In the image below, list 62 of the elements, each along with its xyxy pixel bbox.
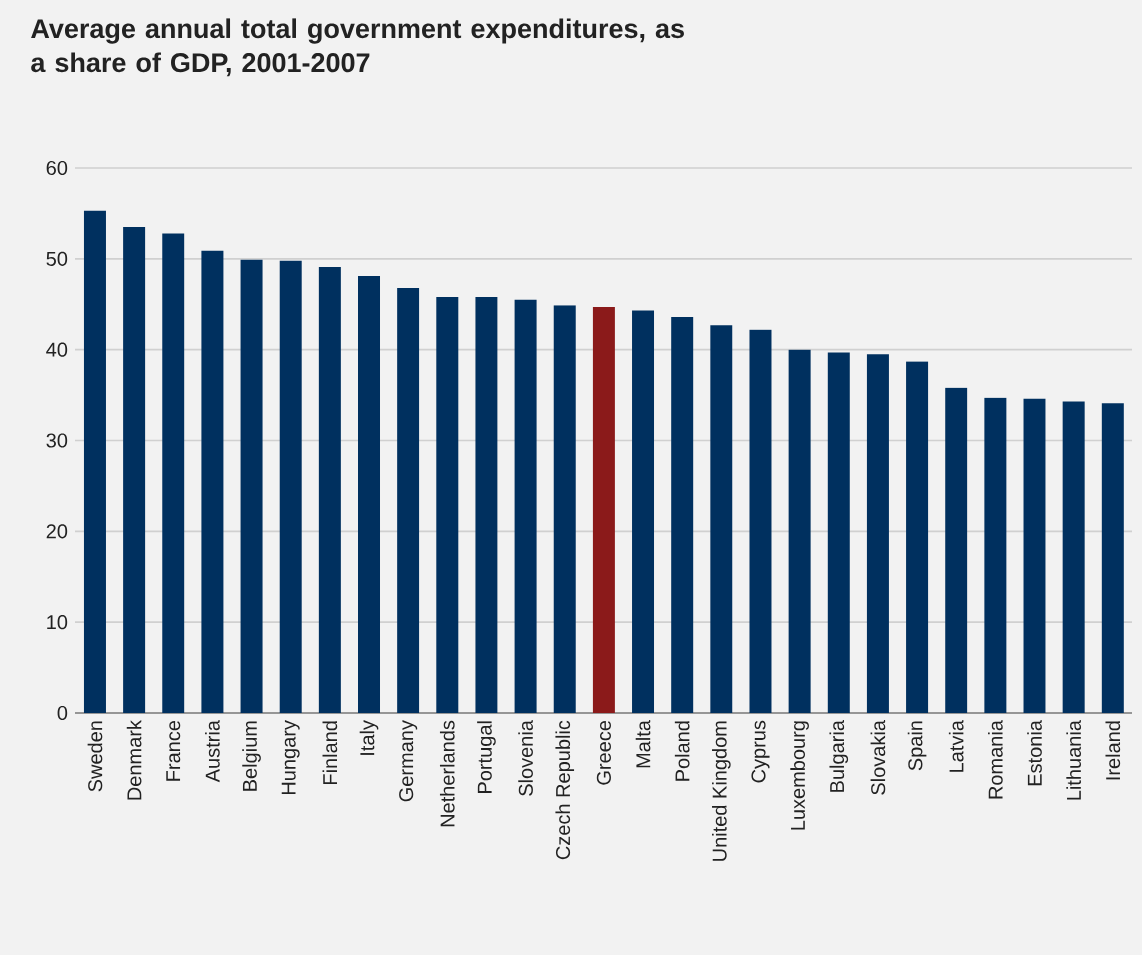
bar: [162, 233, 185, 713]
bar: [945, 387, 968, 713]
x-tick-label: Greece: [596, 720, 611, 785]
bar: [632, 310, 655, 713]
bar: [318, 267, 341, 713]
x-tick-label: Italy: [359, 720, 379, 755]
x-tick-label: Latvia: [948, 720, 964, 772]
x-tick-label: Hungary: [281, 720, 300, 795]
bar: [240, 259, 263, 713]
bar: [553, 305, 576, 713]
bar: [749, 329, 772, 713]
x-tick-label: Sweden: [87, 721, 103, 792]
bar: [83, 210, 106, 713]
bar: [1062, 401, 1085, 713]
bar: [671, 316, 694, 713]
x-tick-label: Austria: [205, 720, 220, 783]
bar: [397, 287, 420, 713]
x-tick-label: Spain: [907, 721, 927, 771]
x-tick-label: Poland: [674, 721, 690, 781]
bar: [592, 306, 615, 713]
chart-title: Average annual total government expenditures, as a share of GDP, 2001-2007: [31, 18, 684, 77]
bar: [906, 361, 929, 713]
x-tick-label: Denmark: [126, 720, 142, 800]
bar: [358, 276, 380, 713]
x-tick-label: Luxembourg: [790, 721, 809, 830]
bar: [788, 349, 811, 713]
x-tick-label: Slovenia: [518, 720, 533, 796]
x-tick-label: Netherlands: [439, 720, 455, 827]
bar: [201, 250, 224, 713]
bar: [1023, 398, 1046, 713]
y-tick-label: 60: [46, 160, 68, 176]
bar: [984, 397, 1007, 713]
bar: [514, 299, 537, 713]
bar: [279, 260, 302, 713]
y-tick-label: 0: [57, 705, 68, 721]
x-tick-label: Cyprus: [751, 720, 770, 783]
y-tick-label: 20: [46, 524, 68, 539]
y-tick-label: 30: [46, 433, 68, 448]
x-tick-label: Germany: [399, 720, 418, 802]
x-tick-label: United Kingdom: [712, 721, 731, 861]
bar: [123, 227, 146, 713]
bar: [866, 354, 889, 713]
y-tick-label: 50: [46, 251, 68, 266]
x-tick-label: Bulgaria: [829, 720, 849, 792]
x-tick-label: Slovakia: [870, 720, 886, 795]
x-tick-label: Finland: [322, 721, 338, 785]
x-tick-label: Lithuania: [1066, 720, 1081, 800]
x-tick-label: Portugal: [477, 721, 496, 793]
x-tick-label: Belgium: [242, 721, 261, 791]
bar: [710, 325, 733, 713]
bar: [1101, 403, 1124, 713]
x-tick-label: Romania: [988, 720, 1003, 799]
x-tick-label: France: [166, 720, 181, 781]
x-tick-label: Malta: [635, 720, 651, 768]
x-tick-label: Ireland: [1105, 721, 1121, 780]
bar: [475, 296, 498, 713]
bar: [827, 352, 850, 713]
bar: [436, 296, 459, 713]
x-tick-label: Czech Republic: [555, 720, 575, 860]
x-tick-label: Estonia: [1027, 720, 1042, 786]
y-tick-label: 40: [46, 342, 68, 357]
y-tick-label: 10: [47, 615, 68, 630]
